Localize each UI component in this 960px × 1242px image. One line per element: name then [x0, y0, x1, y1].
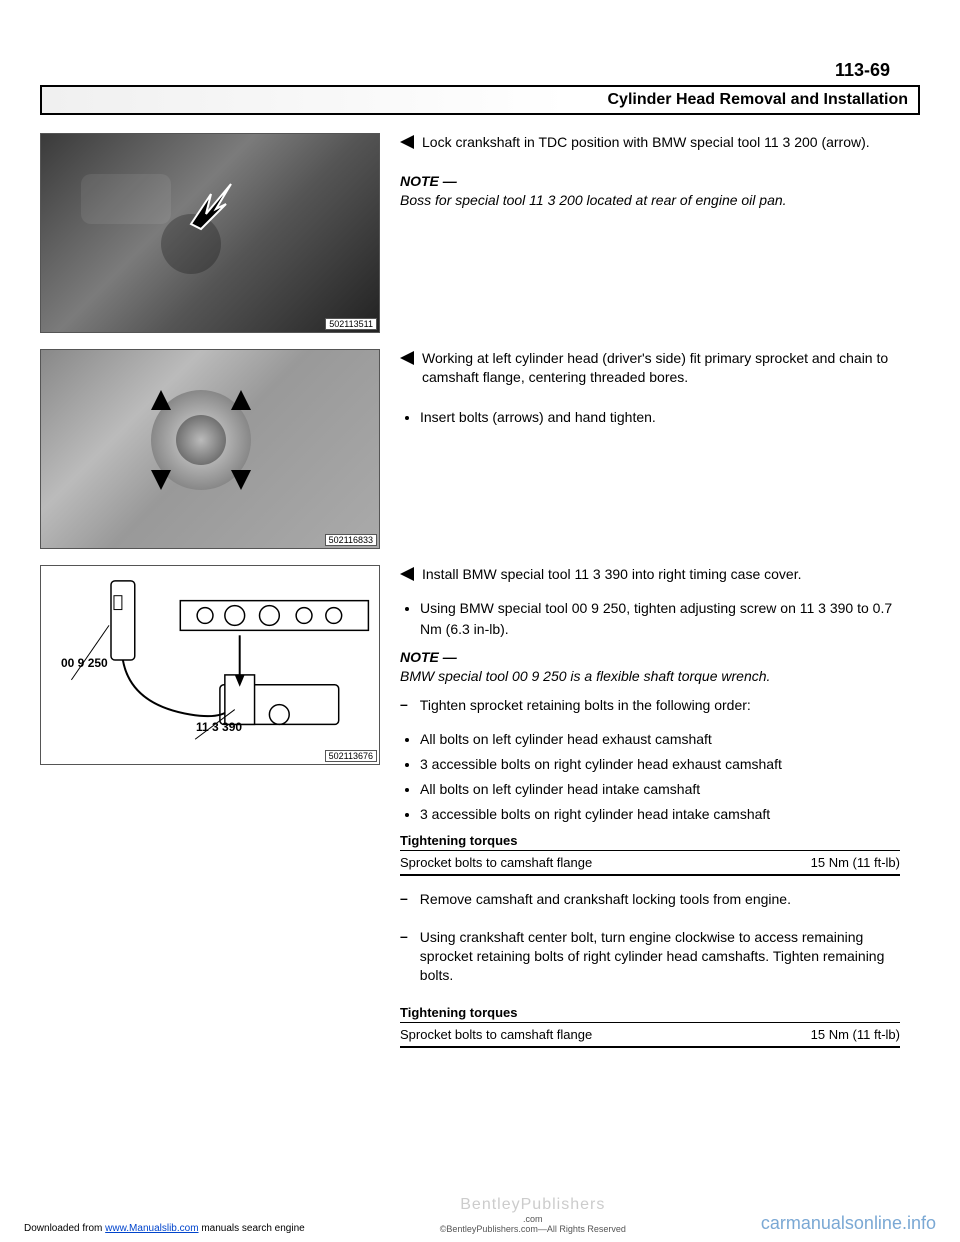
figure-3-label-a: 00 9 250: [61, 656, 108, 670]
watermark-main: BentleyPublishers: [440, 1196, 626, 1214]
dash-item-turn-engine: – Using crankshaft center bolt, turn eng…: [400, 928, 900, 995]
page-footer: Downloaded from www.Manualslib.com manua…: [0, 1196, 960, 1234]
footer-left: Downloaded from www.Manualslib.com manua…: [24, 1223, 305, 1234]
footer-prefix: Downloaded from: [24, 1223, 105, 1234]
torque-title: Tightening torques: [400, 1005, 900, 1023]
para-install-tool: Install BMW special tool 11 3 390 into r…: [422, 565, 801, 584]
figure-3-caption: 502113676: [325, 750, 377, 762]
figure-3-label-b: 11 3 390: [196, 720, 242, 734]
list-item: 3 accessible bolts on right cylinder hea…: [420, 804, 900, 825]
dash-marker: –: [400, 696, 408, 719]
list-item: All bolts on left cylinder head intake c…: [420, 779, 900, 800]
note-body: BMW special tool 00 9 250 is a flexible …: [400, 668, 770, 684]
torque-row: Sprocket bolts to camshaft flange 15 Nm …: [400, 851, 900, 876]
torque-table-2: Tightening torques Sprocket bolts to cam…: [400, 1005, 900, 1048]
figure-2: 502116833: [40, 349, 380, 549]
torque-label: Sprocket bolts to camshaft flange: [400, 1027, 592, 1042]
footer-center: BentleyPublishers .com ©BentleyPublisher…: [440, 1196, 626, 1234]
footer-mid: manuals search engine: [201, 1223, 304, 1234]
left-arrow-icon: [400, 567, 414, 581]
figure-1: 502113511: [40, 133, 380, 333]
torque-row: Sprocket bolts to camshaft flange 15 Nm …: [400, 1023, 900, 1048]
torque-value: 15 Nm (11 ft-lb): [811, 1027, 900, 1042]
figure-2-caption: 502116833: [325, 534, 377, 546]
section-1-text: Lock crankshaft in TDC position with BMW…: [400, 133, 920, 220]
left-arrow-icon: [400, 351, 414, 365]
arrow-indicator-icon: [181, 174, 241, 234]
dash-marker: –: [400, 928, 408, 995]
dash-item-remove-tools: – Remove camshaft and crankshaft locking…: [400, 890, 900, 919]
page-container: 113-69 Cylinder Head Removal and Install…: [0, 0, 960, 1098]
note-heading: NOTE —: [400, 173, 457, 189]
figure-1-caption: 502113511: [325, 318, 377, 330]
list-item: Insert bolts (arrows) and hand tighten.: [420, 407, 900, 428]
torque-label: Sprocket bolts to camshaft flange: [400, 855, 592, 870]
footer-right-link[interactable]: carmanualsonline.info: [761, 1213, 936, 1234]
manualslib-link[interactable]: www.Manualslib.com: [105, 1223, 198, 1234]
page-title: Cylinder Head Removal and Installation: [40, 85, 920, 115]
arrows-overlay-icon: [141, 380, 261, 500]
torque-table-1: Tightening torques Sprocket bolts to cam…: [400, 833, 900, 876]
list-item: 3 accessible bolts on right cylinder hea…: [420, 754, 900, 775]
list-item: Using BMW special tool 00 9 250, tighten…: [420, 598, 900, 640]
list-item: All bolts on left cylinder head exhaust …: [420, 729, 900, 750]
left-arrow-icon: [400, 135, 414, 149]
para-tighten-order: Tighten sprocket retaining bolts in the …: [420, 696, 751, 715]
dash-marker: –: [400, 890, 408, 919]
section-2: 502116833 Working at left cylinder head …: [40, 349, 920, 549]
para-lock-crankshaft: Lock crankshaft in TDC position with BMW…: [422, 133, 870, 152]
section-2-text: Working at left cylinder head (driver's …: [400, 349, 920, 432]
bullet-list-insert-bolts: Insert bolts (arrows) and hand tighten.: [420, 407, 900, 428]
note-body: Boss for special tool 11 3 200 located a…: [400, 192, 787, 208]
dash-item-tighten-order: – Tighten sprocket retaining bolts in th…: [400, 696, 900, 719]
page-number: 113-69: [40, 60, 920, 81]
section-3-text: Install BMW special tool 11 3 390 into r…: [400, 565, 920, 1062]
bullet-list-tighten-screw: Using BMW special tool 00 9 250, tighten…: [420, 598, 900, 640]
para-turn-engine: Using crankshaft center bolt, turn engin…: [420, 928, 900, 985]
watermark-sub2: ©BentleyPublishers.com—All Rights Reserv…: [440, 1224, 626, 1234]
bullet-list-order: All bolts on left cylinder head exhaust …: [420, 729, 900, 825]
torque-value: 15 Nm (11 ft-lb): [811, 855, 900, 870]
watermark-sub1: .com: [440, 1214, 626, 1224]
note-heading: NOTE —: [400, 649, 457, 665]
torque-title: Tightening torques: [400, 833, 900, 851]
section-1: 502113511 Lock crankshaft in TDC positio…: [40, 133, 920, 333]
figure-3: 00 9 250 11 3 390 502113676: [40, 565, 380, 765]
para-left-cylinder: Working at left cylinder head (driver's …: [422, 349, 900, 387]
section-3: 00 9 250 11 3 390 502113676 Install BMW …: [40, 565, 920, 1062]
para-remove-tools: Remove camshaft and crankshaft locking t…: [420, 890, 791, 909]
